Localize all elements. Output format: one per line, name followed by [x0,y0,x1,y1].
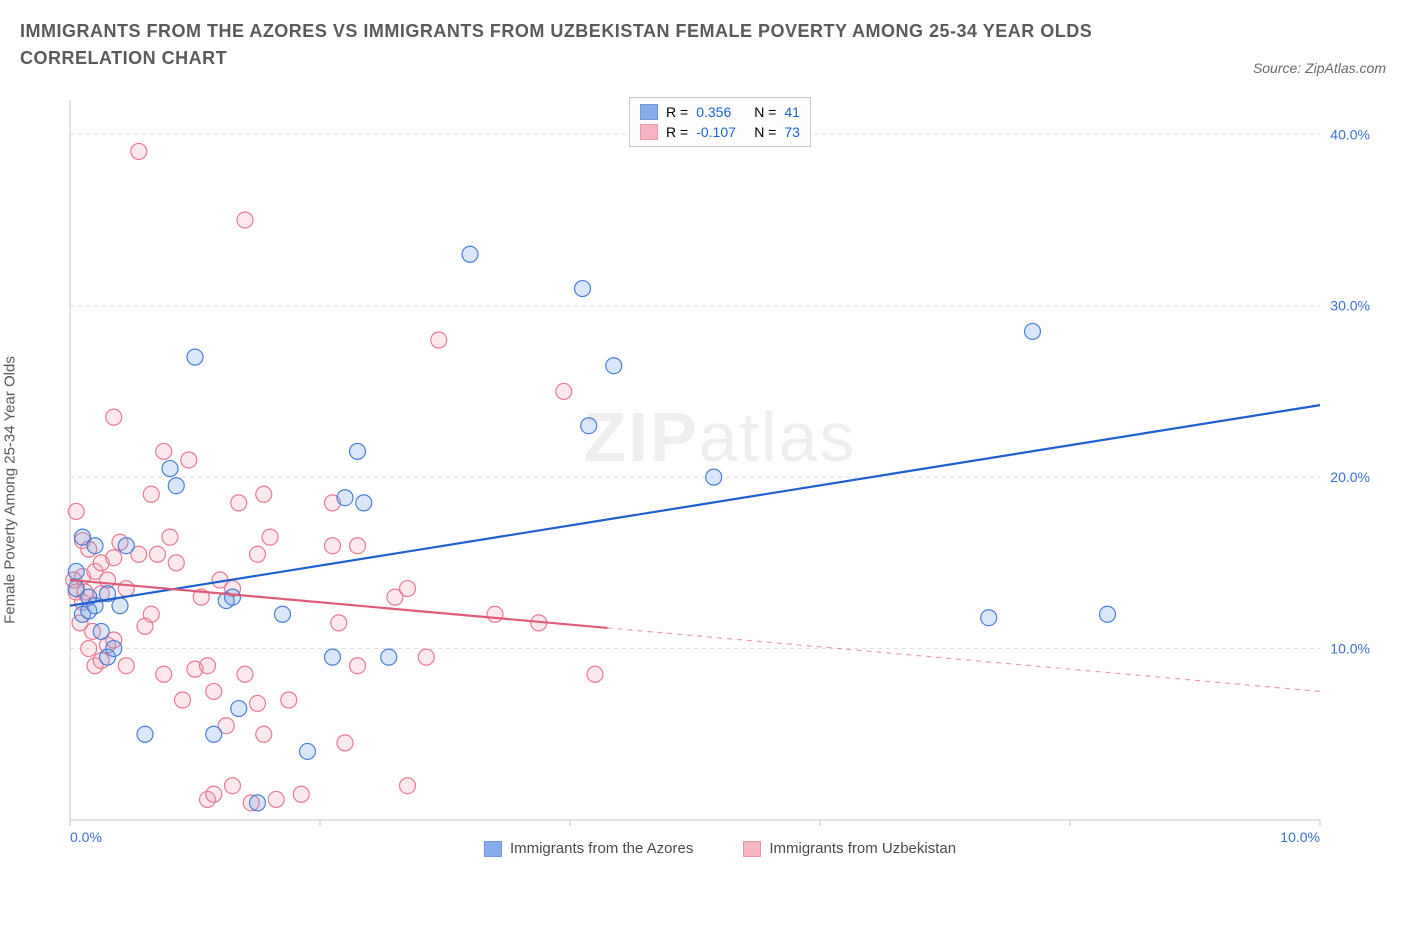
n-label: N = [754,102,776,122]
azores-r-value: 0.356 [696,102,746,122]
legend-item-azores: Immigrants from the Azores [484,840,693,857]
svg-text:30.0%: 30.0% [1330,298,1370,314]
chart-title: IMMIGRANTS FROM THE AZORES VS IMMIGRANTS… [20,18,1170,72]
stats-legend: R = 0.356 N = 41 R = -0.107 N = 73 [629,97,811,147]
chart-svg: 10.0%20.0%30.0%40.0%0.0%10.0% [65,95,1375,855]
source-text: Source: ZipAtlas.com [1253,60,1386,76]
series-legend: Immigrants from the Azores Immigrants fr… [65,840,1375,857]
uzbek-n-value: 73 [784,122,800,142]
chart-container: Female Poverty Among 25-34 Year Olds 10.… [20,95,1386,885]
azores-label: Immigrants from the Azores [510,840,693,857]
uzbek-r-value: -0.107 [696,122,746,142]
r-label: R = [666,102,688,122]
n-label: N = [754,122,776,142]
uzbek-swatch [640,124,658,140]
plot-area: 10.0%20.0%30.0%40.0%0.0%10.0% ZIPatlas R… [65,95,1375,855]
title-bar: IMMIGRANTS FROM THE AZORES VS IMMIGRANTS… [0,0,1406,76]
legend-item-uzbek: Immigrants from Uzbekistan [743,840,956,857]
stats-row-uzbek: R = -0.107 N = 73 [640,122,800,142]
azores-n-value: 41 [784,102,800,122]
svg-text:20.0%: 20.0% [1330,469,1370,485]
y-axis-label: Female Poverty Among 25-34 Year Olds [2,356,19,624]
svg-text:10.0%: 10.0% [1330,641,1370,657]
stats-row-azores: R = 0.356 N = 41 [640,102,800,122]
svg-text:40.0%: 40.0% [1330,126,1370,142]
uzbek-label: Immigrants from Uzbekistan [769,840,956,857]
azores-swatch [640,104,658,120]
r-label: R = [666,122,688,142]
azores-swatch-bottom [484,841,502,857]
uzbek-swatch-bottom [743,841,761,857]
